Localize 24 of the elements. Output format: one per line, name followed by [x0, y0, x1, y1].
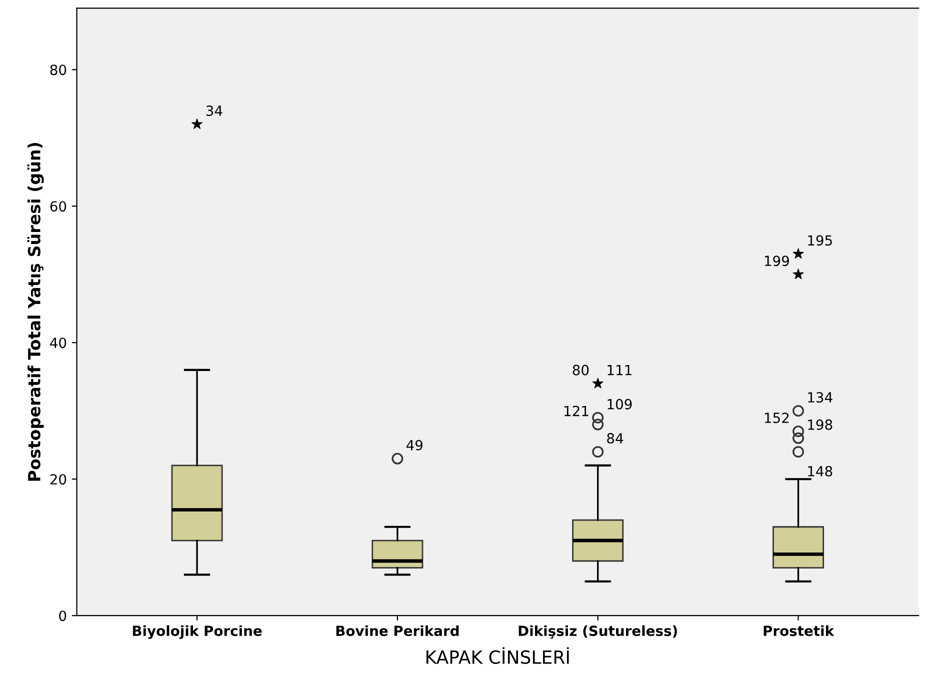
y-tick-label: 40 [50, 338, 66, 348]
annotation: 199 [764, 256, 789, 266]
annotation: 148 [808, 466, 832, 476]
annotation: 49 [406, 440, 422, 450]
y-tick-label: 80 [50, 64, 66, 76]
x-tick-label: Prostetik [764, 625, 834, 636]
annotation: 111 [608, 364, 632, 376]
x-tick-label: Bovine Perikard [336, 625, 459, 636]
x-tick-label: Dikişsiz (Sutureless) [518, 625, 677, 639]
x-tick-label: Biyolojik Porcine [132, 625, 262, 639]
annotation: 134 [808, 392, 832, 403]
annotation: 109 [608, 398, 632, 410]
y-axis-title: Postoperatif Total Yatış Süresi (gün) [27, 142, 44, 481]
annotation: 34 [206, 105, 222, 116]
annotation: 198 [808, 419, 832, 430]
annotation: 195 [808, 235, 832, 246]
annotation: 152 [764, 412, 789, 424]
y-tick-label: 0 [59, 610, 66, 622]
x-axis-title: KAPAK CİNSLERİ [426, 647, 569, 664]
annotation: 84 [607, 433, 624, 444]
annotation: 121 [564, 406, 588, 416]
y-tick-label: 60 [50, 201, 66, 212]
y-tick-label: 20 [50, 474, 66, 485]
annotation: 80 [572, 364, 589, 376]
